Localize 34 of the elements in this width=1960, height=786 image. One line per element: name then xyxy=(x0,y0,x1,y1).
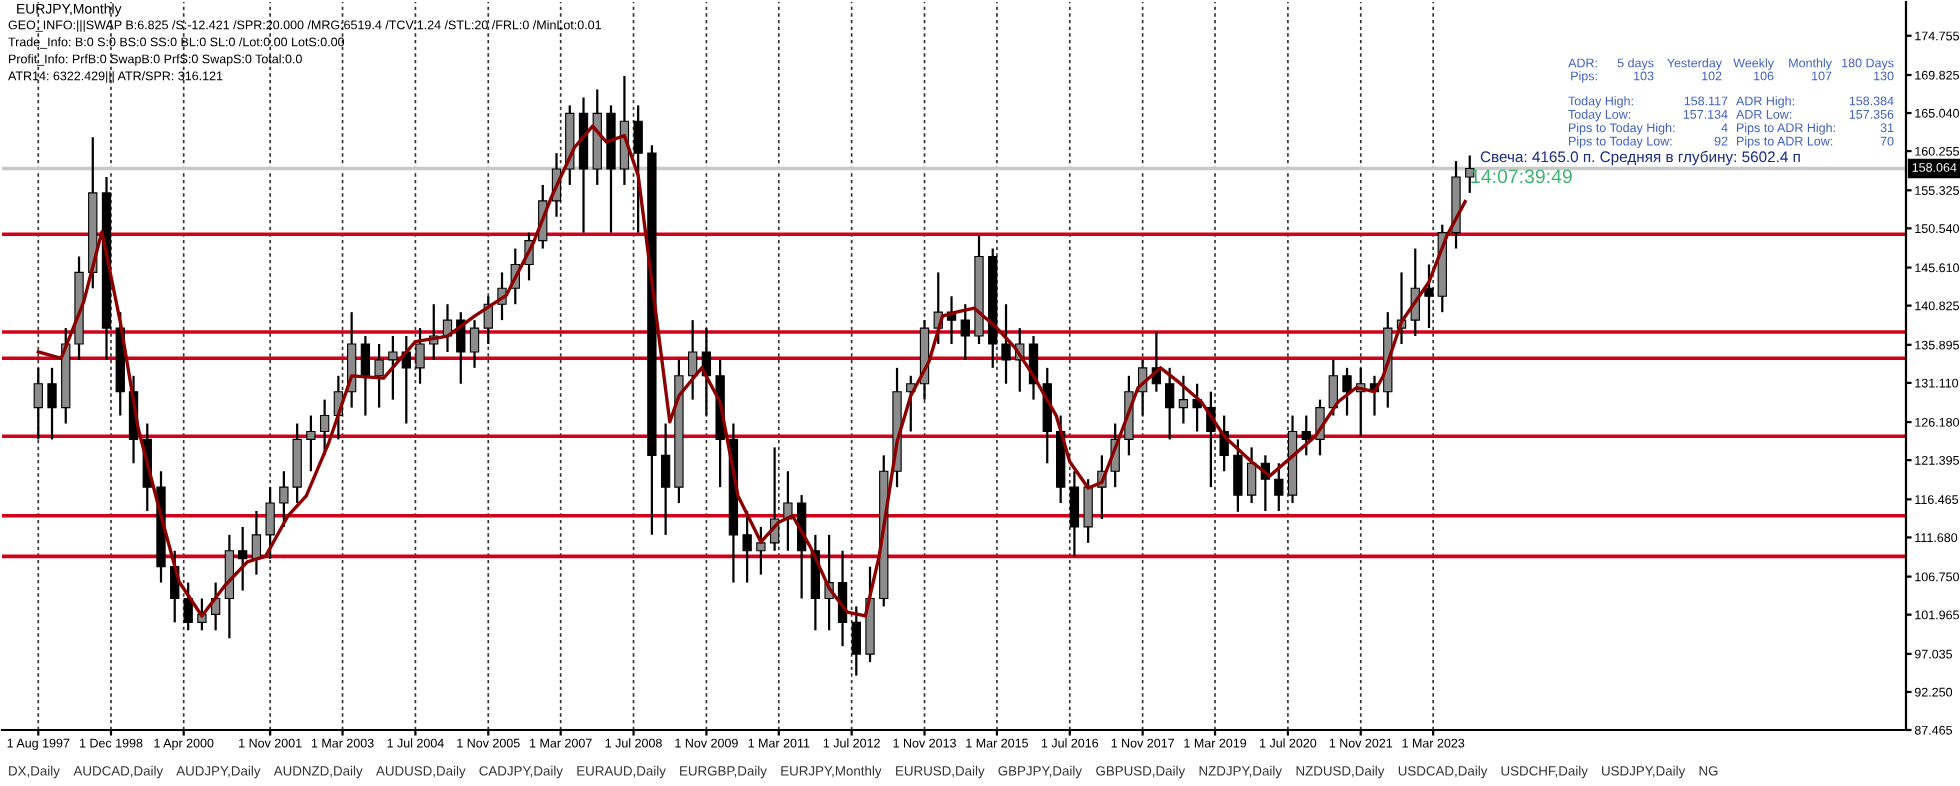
candlestick xyxy=(1233,438,1243,513)
candlestick xyxy=(660,422,671,536)
candlestick xyxy=(1424,263,1434,330)
annotation: 14:07:39:49 xyxy=(1471,169,1572,184)
candlestick xyxy=(360,334,371,417)
candlestick xyxy=(1165,366,1175,441)
candlestick xyxy=(1042,366,1052,465)
candlestick xyxy=(251,509,262,576)
candlestick xyxy=(306,414,316,473)
candlestick xyxy=(374,342,384,409)
candlestick xyxy=(851,605,861,677)
candlestick xyxy=(783,470,793,552)
candlestick xyxy=(1342,366,1352,417)
candlestick xyxy=(960,303,970,362)
candlestick xyxy=(1274,462,1284,513)
candlestick xyxy=(388,334,398,401)
candlestick xyxy=(33,366,43,441)
candlestick xyxy=(415,326,425,385)
candlestick xyxy=(1246,446,1257,505)
candlestick xyxy=(1001,303,1011,385)
candlestick xyxy=(1069,470,1080,558)
candlestick xyxy=(633,104,643,234)
candlestick xyxy=(1083,478,1093,544)
candlestick xyxy=(183,581,193,632)
candlestick xyxy=(1465,154,1475,194)
candlestick xyxy=(238,525,248,592)
candlestick xyxy=(456,311,466,385)
candlestick xyxy=(469,319,480,369)
candlestick xyxy=(756,525,766,576)
candlestick xyxy=(1178,374,1189,425)
candlestick xyxy=(1301,414,1311,457)
candlestick xyxy=(265,486,275,560)
candlestick xyxy=(47,366,57,441)
candlestick xyxy=(687,319,698,401)
